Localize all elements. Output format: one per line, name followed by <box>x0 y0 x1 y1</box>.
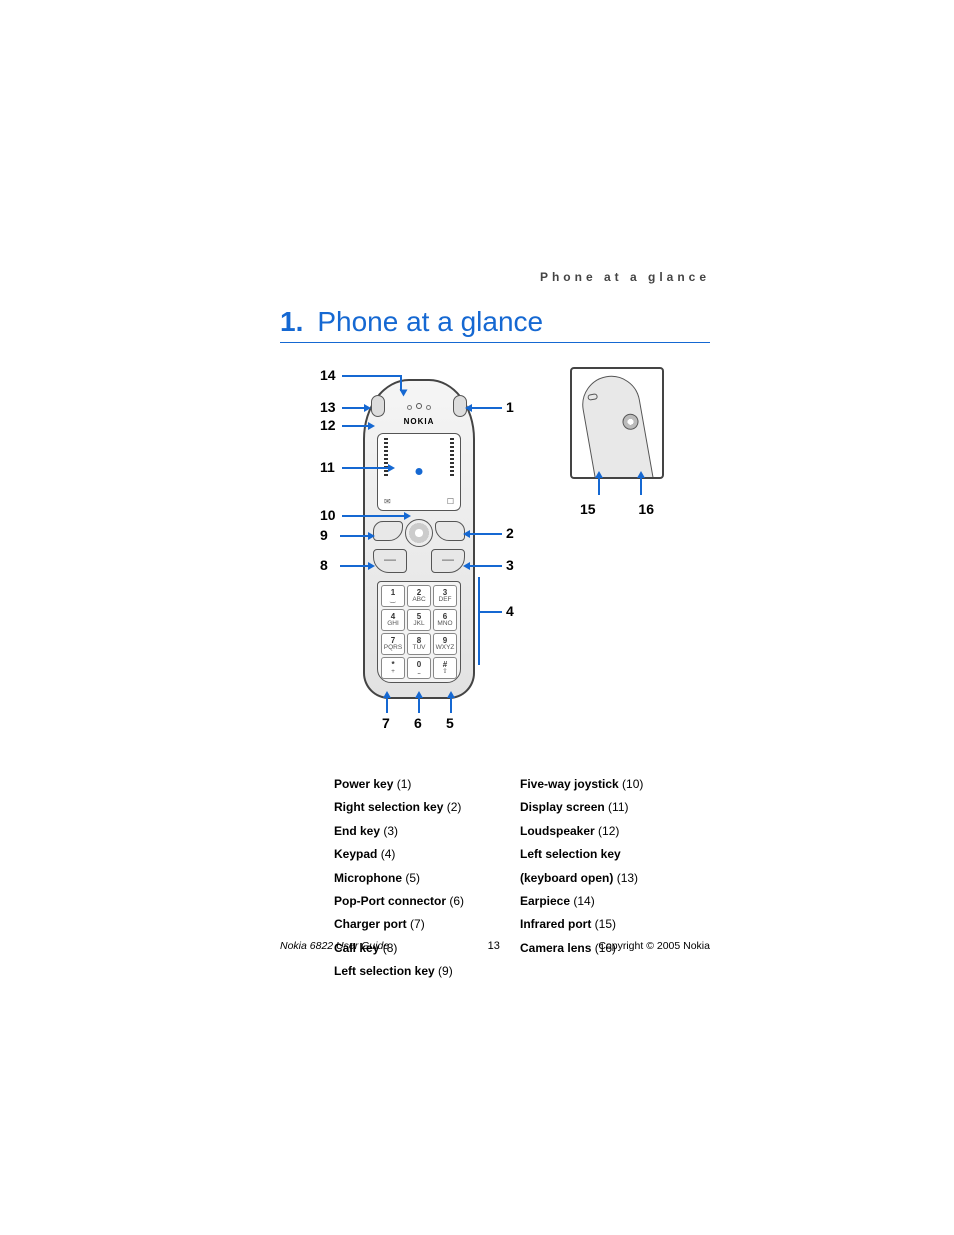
brand-label: NOKIA <box>365 417 473 426</box>
key-8: 8TUV <box>407 633 431 655</box>
key-4: 4GHI <box>381 609 405 631</box>
callout-14: 14 <box>320 367 336 383</box>
legend-item: Microphone (5) <box>334 867 484 890</box>
running-head: Phone at a glance <box>280 270 710 284</box>
joystick <box>405 519 433 547</box>
legend-item: Display screen (11) <box>520 796 670 819</box>
page-footer: Nokia 6822 User Guide 13 Copyright © 200… <box>280 940 710 952</box>
end-key <box>431 549 465 573</box>
callout-12: 12 <box>320 417 336 433</box>
key-0: 0⎵ <box>407 657 431 679</box>
key-*: *+ <box>381 657 405 679</box>
key-3: 3DEF <box>433 585 457 607</box>
legend-item: Five-way joystick (10) <box>520 773 670 796</box>
callout-13: 13 <box>320 399 336 415</box>
legend-item: Right selection key (2) <box>334 796 484 819</box>
corner-button-left <box>371 395 385 417</box>
phone-diagram: NOKIA ✉☐ 1⏝2ABC3DEF 4GHI5JKL6MNO 7PQRS8TUV… <box>320 367 520 737</box>
callout-4: 4 <box>506 603 514 619</box>
legend-item: Keypad (4) <box>334 843 484 866</box>
chapter-title-text: Phone at a glance <box>317 306 543 337</box>
footer-right: Copyright © 2005 Nokia <box>598 940 710 952</box>
legend-item: Infrared port (15) <box>520 913 670 936</box>
legend-item: Power key (1) <box>334 773 484 796</box>
callout-9: 9 <box>320 527 328 543</box>
key-2: 2ABC <box>407 585 431 607</box>
callout-8: 8 <box>320 557 328 573</box>
chapter-number: 1. <box>280 306 303 337</box>
callout-3: 3 <box>506 557 514 573</box>
phone-side-diagram: 15 16 <box>570 367 664 517</box>
callout-11: 11 <box>320 459 335 475</box>
key-6: 6MNO <box>433 609 457 631</box>
callout-7: 7 <box>382 715 390 731</box>
phone-body: NOKIA ✉☐ 1⏝2ABC3DEF 4GHI5JKL6MNO 7PQRS8TUV… <box>363 379 475 699</box>
key-5: 5JKL <box>407 609 431 631</box>
legend-item: Left selection key (keyboard open) (13) <box>520 843 670 890</box>
footer-page-number: 13 <box>488 940 500 952</box>
legend-item: Loudspeaker (12) <box>520 820 670 843</box>
camera-lens-icon <box>621 413 640 432</box>
callout-6: 6 <box>414 715 422 731</box>
key-9: 9WXYZ <box>433 633 457 655</box>
chapter-heading: 1. Phone at a glance <box>280 306 710 343</box>
keypad: 1⏝2ABC3DEF 4GHI5JKL6MNO 7PQRS8TUV9WXYZ *+0⎵… <box>377 581 461 683</box>
legend-item: Earpiece (14) <box>520 890 670 913</box>
callout-1: 1 <box>506 399 514 415</box>
callout-5: 5 <box>446 715 454 731</box>
legend-item: Charger port (7) <box>334 913 484 936</box>
callout-2: 2 <box>506 525 514 541</box>
callout-10: 10 <box>320 507 336 523</box>
infrared-port-icon <box>587 393 598 401</box>
legend-item: End key (3) <box>334 820 484 843</box>
key-7: 7PQRS <box>381 633 405 655</box>
call-key <box>373 549 407 573</box>
footer-left: Nokia 6822 User Guide <box>280 940 389 952</box>
right-softkey <box>435 521 465 541</box>
callout-15: 15 <box>580 501 596 517</box>
diagram-pointer-dot <box>416 468 423 475</box>
legend-item: Pop-Port connector (6) <box>334 890 484 913</box>
key-1: 1⏝ <box>381 585 405 607</box>
legend-item: Left selection key (9) <box>334 960 484 983</box>
earpiece-icon <box>416 403 422 409</box>
callout-16: 16 <box>638 501 654 517</box>
key-#: #⇧ <box>433 657 457 679</box>
left-softkey <box>373 521 403 541</box>
display-screen: ✉☐ <box>377 433 461 511</box>
